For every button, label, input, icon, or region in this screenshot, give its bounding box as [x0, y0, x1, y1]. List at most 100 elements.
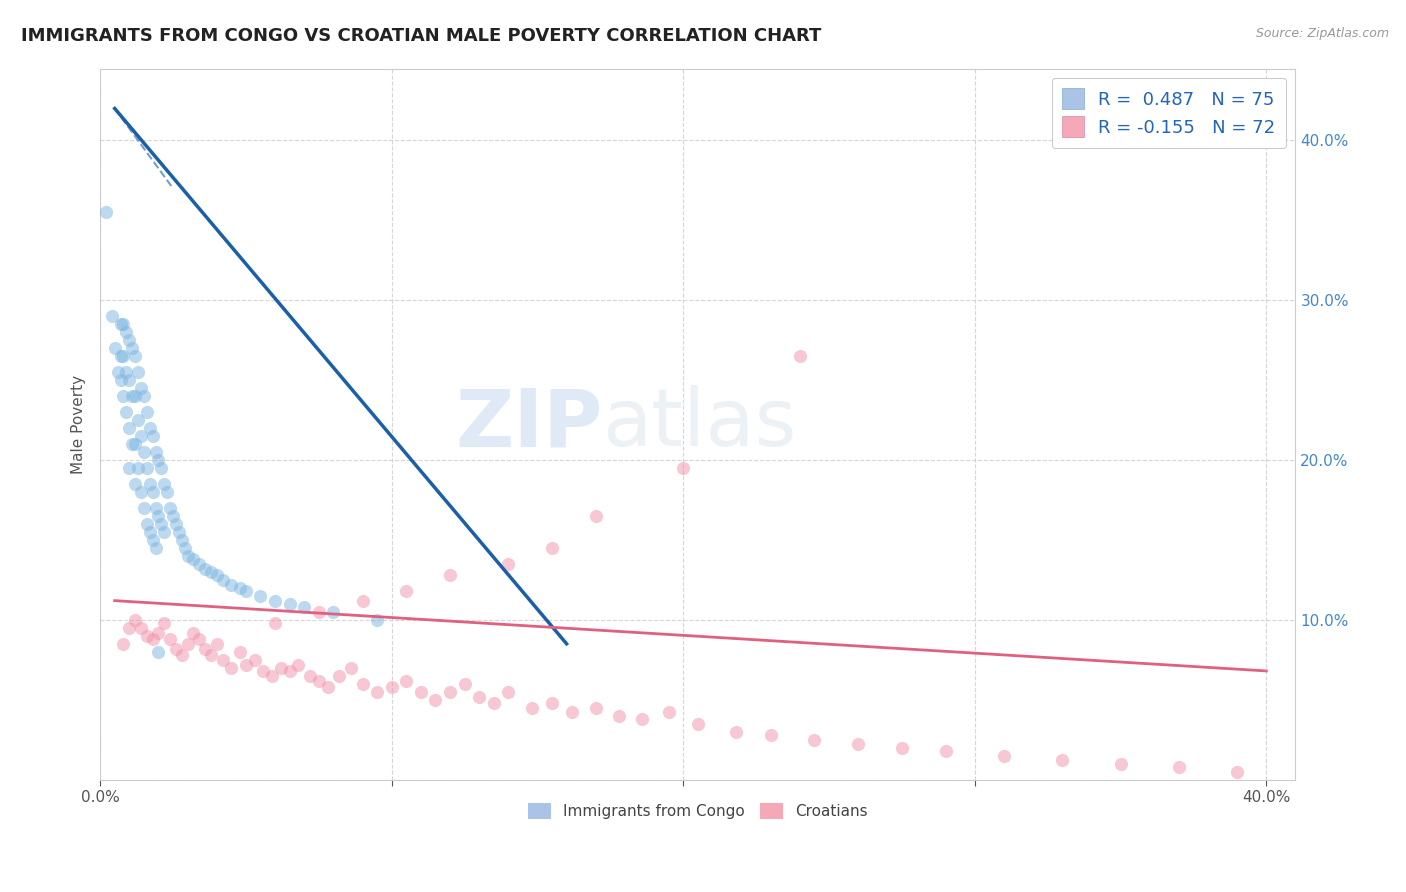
Point [235, 657, 257, 672]
Point [142, 632, 165, 646]
Point [381, 680, 404, 694]
Point [132, 389, 155, 403]
Point [107, 365, 129, 379]
Point [235, 584, 257, 599]
Point [142, 429, 165, 443]
Point [409, 684, 432, 698]
Point [200, 565, 222, 579]
Text: ZIP: ZIP [456, 385, 602, 463]
Point [153, 524, 176, 539]
Point [270, 661, 292, 675]
Point [686, 716, 709, 731]
Point [118, 621, 141, 635]
Point [110, 373, 132, 387]
Point [159, 500, 181, 515]
Point [150, 516, 173, 531]
Point [252, 664, 274, 678]
Point [789, 349, 811, 363]
Point [124, 389, 146, 403]
Point [439, 684, 461, 698]
Point [890, 740, 912, 755]
Point [132, 500, 155, 515]
Point [1050, 754, 1073, 768]
Point [153, 615, 176, 630]
Point [352, 593, 374, 607]
Point [759, 728, 782, 742]
Point [188, 557, 211, 571]
Point [135, 516, 157, 531]
Point [118, 461, 141, 475]
Point [1226, 764, 1249, 779]
Point [278, 597, 301, 611]
Point [183, 625, 205, 640]
Point [221, 577, 243, 591]
Point [672, 461, 695, 475]
Point [846, 738, 869, 752]
Point [194, 641, 217, 656]
Point [159, 632, 181, 646]
Point [94, 205, 117, 219]
Point [156, 485, 179, 500]
Point [112, 317, 135, 331]
Text: IMMIGRANTS FROM CONGO VS CROATIAN MALE POVERTY CORRELATION CHART: IMMIGRANTS FROM CONGO VS CROATIAN MALE P… [21, 27, 821, 45]
Legend: Immigrants from Congo, Croatians: Immigrants from Congo, Croatians [522, 797, 875, 825]
Point [264, 593, 287, 607]
Point [142, 533, 165, 547]
Point [165, 516, 187, 531]
Point [115, 405, 138, 419]
Point [439, 568, 461, 582]
Point [520, 700, 543, 714]
Point [135, 461, 157, 475]
Point [176, 549, 198, 563]
Point [194, 562, 217, 576]
Point [322, 605, 344, 619]
Point [153, 477, 176, 491]
Point [162, 508, 184, 523]
Point [211, 653, 233, 667]
Point [541, 696, 564, 710]
Text: atlas: atlas [602, 385, 797, 463]
Point [170, 648, 193, 662]
Point [308, 605, 330, 619]
Point [167, 524, 190, 539]
Point [993, 748, 1015, 763]
Point [173, 541, 195, 555]
Point [170, 533, 193, 547]
Y-axis label: Male Poverty: Male Poverty [72, 375, 86, 474]
Point [262, 669, 284, 683]
Point [124, 437, 146, 451]
Point [352, 677, 374, 691]
Point [135, 629, 157, 643]
Point [205, 568, 228, 582]
Point [110, 317, 132, 331]
Point [395, 584, 418, 599]
Point [200, 648, 222, 662]
Point [658, 706, 681, 720]
Point [142, 485, 165, 500]
Point [112, 637, 135, 651]
Point [1167, 760, 1189, 774]
Point [148, 625, 170, 640]
Point [129, 381, 152, 395]
Point [165, 641, 187, 656]
Point [118, 373, 141, 387]
Point [585, 508, 607, 523]
Point [124, 349, 146, 363]
Point [148, 453, 170, 467]
Point [468, 690, 491, 704]
Point [129, 429, 152, 443]
Point [724, 724, 747, 739]
Point [101, 309, 124, 323]
Point [395, 673, 418, 688]
Point [425, 692, 447, 706]
Point [249, 589, 271, 603]
Point [585, 700, 607, 714]
Point [124, 613, 146, 627]
Point [115, 365, 138, 379]
Point [243, 653, 266, 667]
Point [121, 389, 143, 403]
Point [129, 485, 152, 500]
Point [607, 708, 630, 723]
Point [221, 661, 243, 675]
Point [104, 341, 127, 355]
